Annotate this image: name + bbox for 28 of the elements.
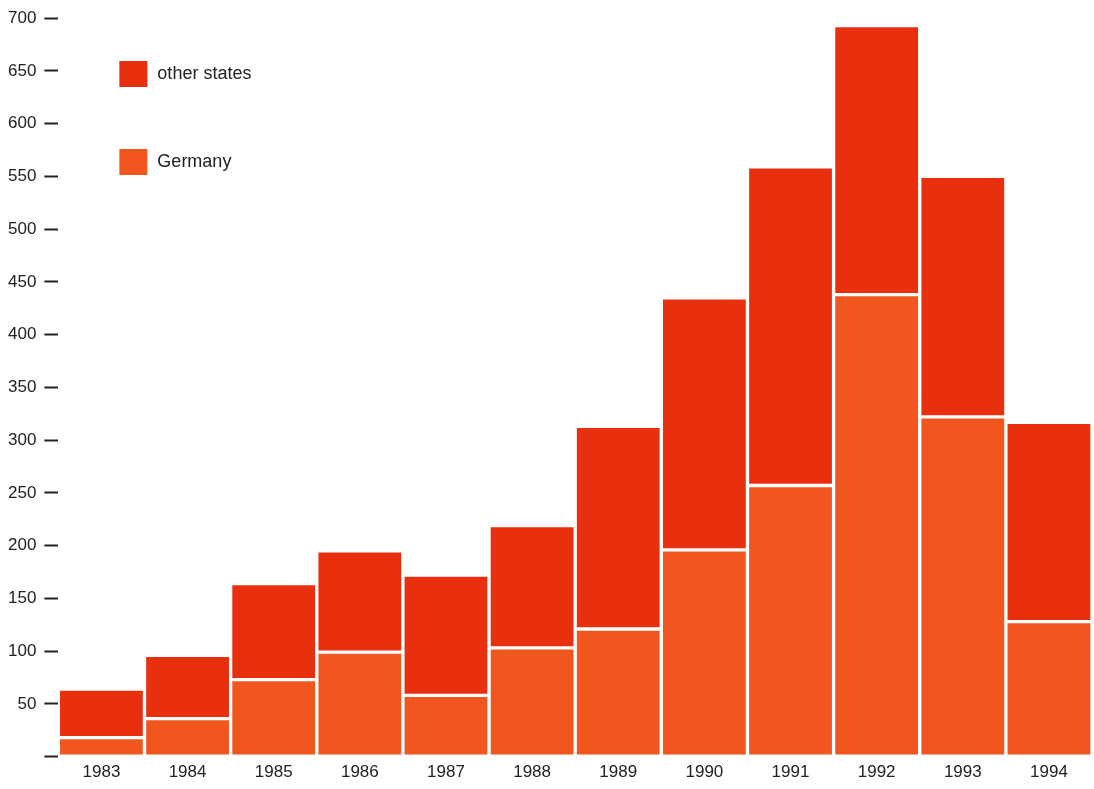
y-tick-label: 100 (7, 640, 37, 660)
y-tick-label: 50 (17, 693, 37, 713)
x-tick-label: 1994 (1030, 762, 1068, 782)
y-tick-label: 500 (7, 218, 37, 238)
y-tick-label: 250 (7, 482, 37, 502)
x-tick-label: 1985 (254, 762, 293, 782)
x-tick-label: 1987 (427, 762, 465, 782)
y-tick-label: 600 (7, 113, 37, 133)
y-tick-label: 550 (7, 166, 37, 186)
y-tick-label: 450 (7, 271, 37, 291)
x-tick-label: 1991 (771, 762, 810, 782)
x-tick-label: 1993 (943, 762, 982, 782)
x-tick-label: 1989 (599, 762, 638, 782)
x-tick-label: 1983 (82, 762, 121, 782)
x-tick-label: 1992 (857, 762, 896, 782)
y-tick-label: 350 (7, 377, 37, 397)
y-tick-label: 650 (7, 60, 37, 80)
y-tick-label: 700 (7, 7, 37, 27)
legend-label: Germany (157, 150, 232, 171)
y-tick-label: 300 (7, 429, 37, 449)
y-tick-label: 200 (7, 535, 37, 555)
x-tick-label: 1990 (685, 762, 724, 782)
x-tick-label: 1984 (168, 762, 207, 782)
y-tick-label: 400 (7, 324, 37, 344)
x-tick-label: 1986 (340, 762, 379, 782)
x-tick-label: 1988 (513, 762, 552, 782)
legend-label: other states (157, 62, 252, 83)
y-tick-label: 150 (7, 588, 37, 608)
